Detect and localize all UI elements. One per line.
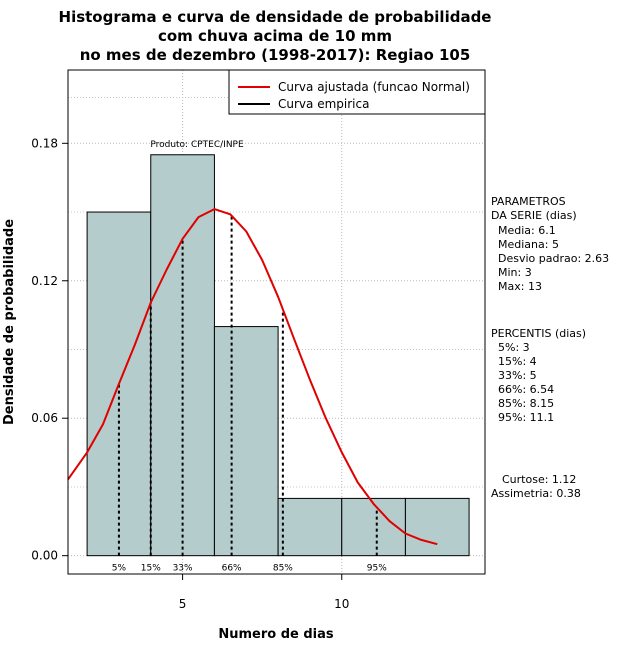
percentile-label-5: 95% — [367, 564, 387, 574]
product-annotation: Produto: CPTEC/INPE — [150, 140, 244, 150]
y-tick-label-1: 0.06 — [31, 411, 58, 425]
percentil-85: 85%: 8.15 — [498, 397, 554, 410]
percentil-95: 95%: 11.1 — [498, 411, 554, 424]
x-tick-label-1: 10 — [334, 597, 349, 611]
percentile-label-4: 85% — [273, 564, 293, 574]
y-tick-label-0: 0.00 — [31, 549, 58, 563]
x-axis-title: Numero de dias — [218, 627, 334, 642]
legend-box — [228, 69, 486, 115]
chart-title-line-1: Histograma e curva de densidade de proba… — [59, 8, 492, 26]
histogram-bar-5 — [404, 497, 470, 557]
x-tick-label-0: 5 — [179, 597, 187, 611]
param-header-2: DA SERIE (dias) — [491, 209, 577, 222]
percentile-label-3: 66% — [222, 564, 242, 574]
histogram-bar-3 — [277, 497, 343, 557]
y-tick-label-2: 0.12 — [31, 274, 58, 288]
histogram-bar-2 — [213, 326, 279, 557]
param-max: Max: 13 — [498, 280, 542, 293]
percentil-5: 5%: 3 — [498, 341, 530, 354]
param-mediana: Mediana: 5 — [498, 238, 559, 251]
histogram-bars — [86, 154, 470, 557]
chart-title-line-2: com chuva acima de 10 mm — [158, 27, 392, 45]
fitted-curve-line — [67, 208, 438, 546]
percentile-label-2: 33% — [173, 564, 193, 574]
legend-fitted-label: Curva ajustada (funcao Normal) — [278, 80, 470, 94]
chart-title: Histograma e curva de densidade de proba… — [59, 8, 492, 64]
y-tick-label-3: 0.18 — [31, 136, 58, 150]
x-axis: 5 10 — [179, 574, 349, 611]
param-media: Media: 6.1 — [498, 224, 556, 237]
legend: Curva ajustada (funcao Normal) Curva emp… — [228, 69, 486, 115]
percentis-header: PERCENTIS (dias) — [491, 327, 586, 340]
param-header-1: PARAMETROS — [491, 195, 566, 208]
param-min: Min: 3 — [498, 266, 532, 279]
legend-empirical-label: Curva empirica — [278, 97, 369, 111]
percentil-33: 33%: 5 — [498, 369, 537, 382]
percentile-label-1: 15% — [141, 564, 161, 574]
percentile-label-0: 5% — [112, 564, 127, 574]
side-panel: PARAMETROS DA SERIE (dias) Media: 6.1 Me… — [491, 195, 609, 500]
percentil-15: 15%: 4 — [498, 355, 537, 368]
histogram-bar-4 — [341, 497, 406, 557]
fitted-curve-group — [67, 208, 438, 546]
y-axis: 0.00 0.06 0.12 0.18 — [31, 136, 68, 563]
param-desvio: Desvio padrao: 2.63 — [498, 252, 609, 265]
y-axis-title: Densidade de probabilidade — [2, 219, 17, 425]
assimetria-value: Assimetria: 0.38 — [491, 487, 581, 500]
percentile-lines: 5% 15% 33% 66% 85% 95% — [112, 215, 387, 574]
chart-title-line-3: no mes de dezembro (1998-2017): Regiao 1… — [80, 46, 471, 64]
percentil-66: 66%: 6.54 — [498, 383, 554, 396]
curtose-value: Curtose: 1.12 — [502, 473, 576, 486]
